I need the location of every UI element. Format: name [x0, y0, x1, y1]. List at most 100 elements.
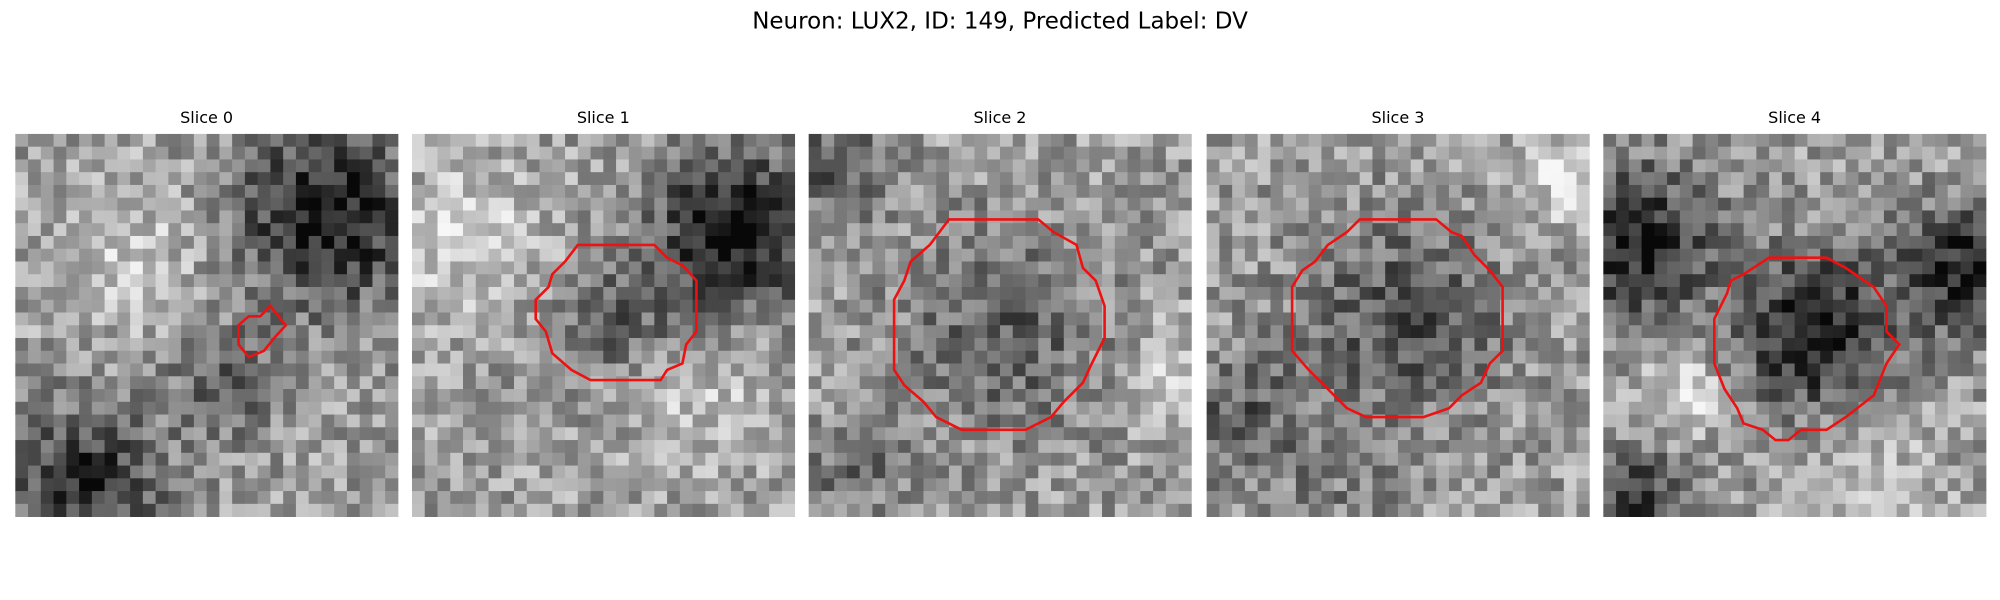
pixel	[334, 376, 348, 390]
pixel	[117, 491, 131, 505]
pixel	[514, 478, 528, 492]
pixel	[923, 197, 937, 211]
pixel	[1372, 350, 1386, 364]
pixel	[1153, 248, 1167, 262]
pixel	[359, 376, 373, 390]
pixel	[130, 223, 144, 237]
pixel	[1423, 172, 1437, 186]
pixel	[1051, 248, 1065, 262]
pixel	[514, 363, 528, 377]
pixel	[1089, 261, 1103, 275]
pixel	[91, 274, 105, 288]
pixel	[372, 248, 386, 262]
pixel	[1909, 159, 1923, 173]
pixel	[1397, 274, 1412, 288]
pixel	[308, 197, 322, 211]
pixel	[590, 401, 604, 415]
pixel	[1947, 274, 1961, 288]
pixel	[257, 197, 271, 211]
pixel	[1807, 325, 1821, 339]
pixel	[1896, 389, 1910, 403]
pixel	[834, 312, 848, 326]
pixel	[641, 184, 655, 199]
pixel	[1525, 389, 1539, 403]
pixel	[1705, 286, 1719, 301]
pixel	[834, 491, 848, 505]
pixel	[206, 401, 220, 415]
pixel	[526, 350, 540, 364]
pixel	[1603, 197, 1617, 211]
pixel	[488, 261, 502, 275]
pixel	[308, 146, 322, 160]
pixel	[1038, 389, 1052, 403]
pixel	[117, 478, 131, 492]
pixel	[1487, 286, 1501, 301]
pixel	[130, 338, 144, 352]
pixel	[730, 223, 745, 237]
pixel	[1178, 427, 1192, 441]
pixel	[1845, 465, 1859, 479]
pixel	[463, 427, 477, 441]
pixel	[283, 465, 297, 479]
pixel	[193, 286, 208, 301]
pixel	[206, 248, 220, 262]
pixel	[104, 414, 118, 428]
pixel	[1448, 274, 1463, 288]
pixel	[385, 299, 399, 313]
pixel	[1359, 338, 1373, 352]
pixel	[1025, 286, 1039, 301]
pixel	[539, 261, 553, 275]
pixel	[1334, 478, 1348, 492]
pixel	[1232, 197, 1246, 211]
pixel	[718, 146, 732, 160]
pixel	[565, 261, 579, 275]
pixel	[885, 159, 899, 173]
pixel	[1448, 376, 1463, 390]
pixel	[1423, 159, 1437, 173]
pixel	[142, 312, 157, 326]
pixel	[1283, 223, 1297, 237]
pixel	[1947, 440, 1961, 454]
pixel	[1178, 363, 1192, 377]
pixel	[1679, 491, 1694, 505]
pixel	[1525, 325, 1539, 339]
pixel	[1563, 261, 1577, 275]
pixel	[603, 325, 617, 339]
pixel	[117, 197, 131, 211]
pixel	[654, 452, 668, 466]
pixel	[667, 146, 681, 160]
pixel	[1730, 286, 1745, 301]
pixel	[1947, 363, 1961, 377]
pixel	[872, 440, 886, 454]
pixel	[168, 184, 182, 199]
pixel	[1232, 338, 1246, 352]
pixel	[1063, 159, 1077, 173]
pixel	[1410, 261, 1424, 275]
pixel	[475, 478, 489, 492]
pixel	[1871, 248, 1885, 262]
pixel	[859, 427, 873, 441]
pixel	[1845, 363, 1859, 377]
pixel	[1474, 312, 1488, 326]
pixel	[450, 325, 464, 339]
pixel	[859, 146, 873, 160]
pixel	[1063, 261, 1077, 275]
pixel	[565, 235, 579, 250]
pixel	[526, 210, 540, 224]
pixel	[1679, 350, 1694, 364]
pixel	[692, 197, 706, 211]
pixel	[1244, 440, 1259, 454]
pixel	[859, 133, 873, 148]
pixel	[1063, 184, 1077, 199]
pixel	[628, 197, 642, 211]
pixel	[1563, 389, 1577, 403]
pixel	[1025, 184, 1039, 199]
pixel	[130, 146, 144, 160]
pixel	[718, 414, 732, 428]
pixel	[283, 376, 297, 390]
pixel	[1244, 223, 1259, 237]
pixel	[1845, 172, 1859, 186]
pixel	[1308, 440, 1322, 454]
pixel	[1025, 159, 1039, 173]
pixel	[526, 325, 540, 339]
